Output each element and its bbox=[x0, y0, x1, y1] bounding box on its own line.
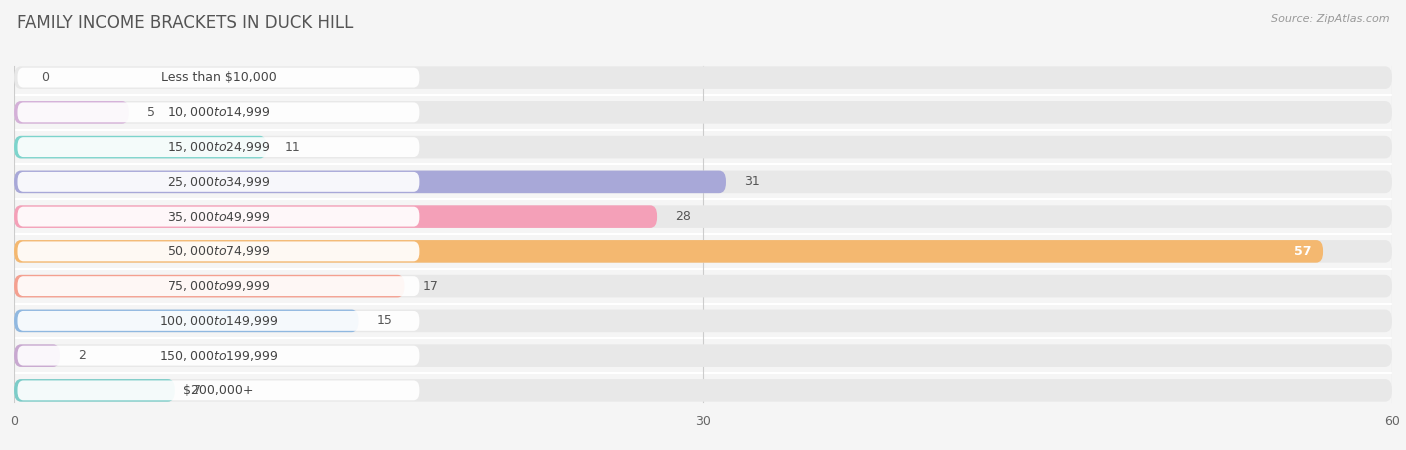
FancyBboxPatch shape bbox=[14, 171, 1392, 193]
FancyBboxPatch shape bbox=[14, 136, 1392, 158]
FancyBboxPatch shape bbox=[14, 240, 1392, 263]
Text: 2: 2 bbox=[79, 349, 86, 362]
FancyBboxPatch shape bbox=[14, 344, 60, 367]
FancyBboxPatch shape bbox=[17, 311, 419, 331]
Text: 28: 28 bbox=[675, 210, 692, 223]
FancyBboxPatch shape bbox=[17, 380, 419, 400]
FancyBboxPatch shape bbox=[17, 242, 419, 261]
Text: 31: 31 bbox=[744, 176, 761, 189]
Text: $10,000 to $14,999: $10,000 to $14,999 bbox=[167, 105, 270, 119]
FancyBboxPatch shape bbox=[17, 276, 419, 296]
FancyBboxPatch shape bbox=[14, 171, 725, 193]
FancyBboxPatch shape bbox=[14, 310, 1392, 332]
FancyBboxPatch shape bbox=[14, 275, 405, 297]
Text: Less than $10,000: Less than $10,000 bbox=[160, 71, 277, 84]
Text: 7: 7 bbox=[193, 384, 201, 397]
FancyBboxPatch shape bbox=[14, 101, 1392, 124]
FancyBboxPatch shape bbox=[14, 275, 1392, 297]
Text: $200,000+: $200,000+ bbox=[183, 384, 253, 397]
FancyBboxPatch shape bbox=[17, 207, 419, 226]
FancyBboxPatch shape bbox=[17, 68, 419, 88]
FancyBboxPatch shape bbox=[17, 137, 419, 157]
FancyBboxPatch shape bbox=[17, 346, 419, 365]
Text: $100,000 to $149,999: $100,000 to $149,999 bbox=[159, 314, 278, 328]
Text: 57: 57 bbox=[1294, 245, 1312, 258]
Text: $50,000 to $74,999: $50,000 to $74,999 bbox=[167, 244, 270, 258]
Text: $35,000 to $49,999: $35,000 to $49,999 bbox=[167, 210, 270, 224]
FancyBboxPatch shape bbox=[14, 310, 359, 332]
Text: $150,000 to $199,999: $150,000 to $199,999 bbox=[159, 349, 278, 363]
FancyBboxPatch shape bbox=[17, 172, 419, 192]
Text: Source: ZipAtlas.com: Source: ZipAtlas.com bbox=[1271, 14, 1389, 23]
Text: FAMILY INCOME BRACKETS IN DUCK HILL: FAMILY INCOME BRACKETS IN DUCK HILL bbox=[17, 14, 353, 32]
Text: $25,000 to $34,999: $25,000 to $34,999 bbox=[167, 175, 270, 189]
FancyBboxPatch shape bbox=[14, 344, 1392, 367]
FancyBboxPatch shape bbox=[14, 66, 1392, 89]
FancyBboxPatch shape bbox=[14, 379, 1392, 402]
Text: 0: 0 bbox=[42, 71, 49, 84]
Text: $75,000 to $99,999: $75,000 to $99,999 bbox=[167, 279, 270, 293]
FancyBboxPatch shape bbox=[14, 205, 657, 228]
Text: 17: 17 bbox=[423, 279, 439, 292]
Text: 5: 5 bbox=[148, 106, 155, 119]
FancyBboxPatch shape bbox=[14, 240, 1323, 263]
FancyBboxPatch shape bbox=[14, 205, 1392, 228]
FancyBboxPatch shape bbox=[14, 136, 267, 158]
FancyBboxPatch shape bbox=[14, 101, 129, 124]
Text: 15: 15 bbox=[377, 315, 392, 328]
FancyBboxPatch shape bbox=[14, 379, 174, 402]
FancyBboxPatch shape bbox=[17, 103, 419, 122]
Text: 11: 11 bbox=[285, 140, 301, 153]
Text: $15,000 to $24,999: $15,000 to $24,999 bbox=[167, 140, 270, 154]
